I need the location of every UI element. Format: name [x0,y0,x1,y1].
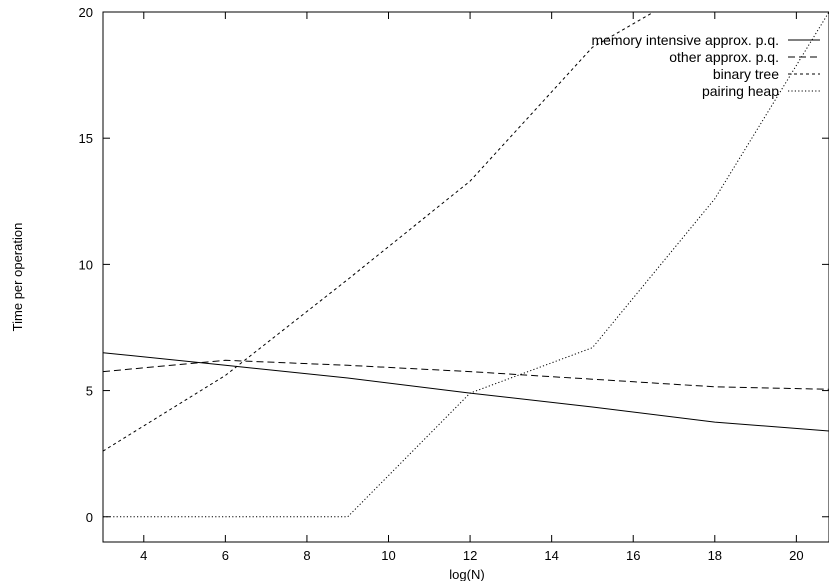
series-line-4 [103,12,829,518]
x-tick-label: 8 [303,548,310,563]
y-axis: 0 5 10 15 20 [79,5,829,525]
x-tick-label: 12 [463,548,477,563]
x-tick-label: 18 [708,548,722,563]
x-tick-label: 16 [626,548,640,563]
legend: memory intensive approx. p.q.other appro… [591,32,820,99]
series-line-3 [103,12,654,452]
plot-frame [102,11,829,543]
legend-label-4: pairing heap [702,83,779,99]
y-tick-label: 20 [79,5,93,20]
x-tick-label: 4 [140,548,147,563]
series-line-2 [103,359,829,390]
y-axis-label: Time per operation [10,223,25,332]
series-layer [103,12,829,518]
x-tick-label: 10 [381,548,395,563]
series-line-1 [103,352,829,432]
x-tick-label: 6 [222,548,229,563]
y-tick-label: 5 [86,384,93,399]
y-tick-label: 15 [79,131,93,146]
x-axis-label: log(N) [449,567,484,581]
legend-label-3: binary tree [713,66,779,82]
legend-label-2: other approx. p.q. [669,49,779,65]
x-tick-label: 14 [544,548,558,563]
x-tick-label: 20 [789,548,803,563]
x-axis: 4 6 8 10 12 14 16 18 20 [140,12,804,563]
legend-label-1: memory intensive approx. p.q. [591,32,779,48]
y-tick-label: 0 [86,510,93,525]
y-tick-label: 10 [79,257,93,272]
